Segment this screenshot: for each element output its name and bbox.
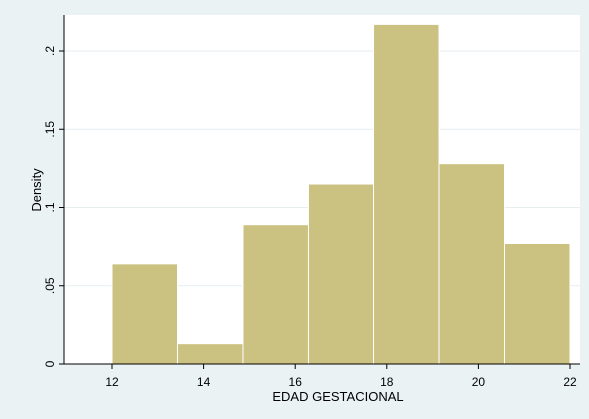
y-tick-label: .2 [43,46,57,56]
histogram-bar-6 [438,163,506,365]
x-tick-label: 18 [380,375,394,389]
histogram-bar-7 [504,242,571,365]
y-tick-label: .1 [43,202,57,212]
histogram-bar-4 [307,183,375,365]
y-tick-label: 0 [43,360,57,367]
x-tick-label: 20 [472,375,486,389]
y-tick-label: .15 [43,121,57,138]
x-tick-label: 12 [105,375,119,389]
x-tick-label: 14 [197,375,211,389]
histogram-bar-2 [176,343,244,365]
x-tick-label: 22 [563,375,577,389]
histogram-bar-3 [242,224,309,365]
x-axis-title: EDAD GESTACIONAL [272,389,403,404]
bars [111,23,571,365]
histogram-bar-5 [373,23,440,365]
axes: 0 .05 .1 .15 .2 12 14 16 18 20 22 [43,15,580,389]
y-axis-title: Density [29,168,44,212]
x-tick-label: 16 [289,375,303,389]
y-tick-label: .05 [43,277,57,294]
histogram-bar-1 [111,263,178,365]
